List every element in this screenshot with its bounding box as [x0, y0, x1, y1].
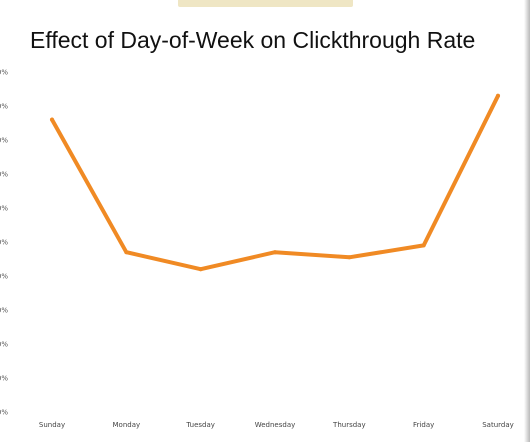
y-tick-label: 40% [0, 273, 8, 281]
chart-title: Effect of Day-of-Week on Clickthrough Ra… [30, 27, 476, 53]
y-tick-label: 10% [0, 375, 8, 383]
data-point [496, 93, 500, 98]
y-tick-label: 60% [0, 205, 8, 213]
data-point [124, 250, 129, 255]
x-tick-label: Saturday [482, 421, 514, 429]
data-point [273, 250, 277, 255]
series-line [50, 93, 500, 272]
page-edge-shadow [524, 0, 530, 442]
x-tick-label: Monday [113, 421, 141, 429]
x-tick-label: Wednesday [255, 421, 296, 429]
y-tick-label: 90% [0, 103, 8, 111]
y-tick-label: 0% [0, 409, 8, 417]
data-point [198, 267, 203, 272]
x-tick-label: Thursday [332, 421, 366, 429]
data-point [421, 243, 426, 248]
x-tick-label: Friday [413, 421, 434, 429]
y-tick-label: 80% [0, 137, 8, 145]
x-tick-label: Sunday [39, 421, 65, 429]
data-point [50, 117, 54, 122]
y-tick-label: 100% [0, 69, 8, 77]
y-tick-label: 70% [0, 171, 8, 179]
x-tick-label: Tuesday [185, 421, 214, 429]
y-tick-label: 30% [0, 307, 8, 315]
tape-strip [178, 0, 353, 7]
y-tick-label: 50% [0, 239, 8, 247]
data-point [347, 255, 352, 260]
y-tick-label: 20% [0, 341, 8, 349]
